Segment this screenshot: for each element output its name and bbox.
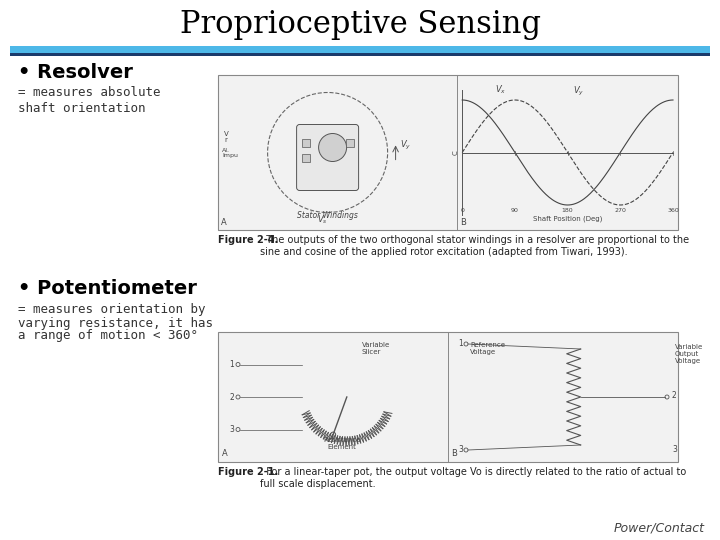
Text: For a linear-taper pot, the output voltage Vo is directly related to the ratio o: For a linear-taper pot, the output volta…: [260, 467, 686, 489]
Text: 3: 3: [672, 446, 677, 455]
Text: 1: 1: [229, 360, 234, 369]
Text: $V_s$: $V_s$: [318, 213, 328, 226]
Bar: [10, 53, 710, 56]
Text: Reference
Voltage: Reference Voltage: [470, 342, 505, 355]
Text: 2: 2: [672, 390, 677, 400]
Text: Variable
Output
Voltage: Variable Output Voltage: [675, 344, 703, 364]
Text: • Potentiometer: • Potentiometer: [18, 279, 197, 298]
Text: Figure 2-1.: Figure 2-1.: [218, 467, 278, 477]
Text: Variable
Slicer: Variable Slicer: [362, 342, 390, 355]
Text: a range of motion < 360°: a range of motion < 360°: [18, 329, 198, 342]
Text: 0: 0: [460, 208, 464, 213]
Bar: [302, 138, 310, 146]
Text: 180: 180: [562, 208, 573, 213]
Text: Proprioceptive Sensing: Proprioceptive Sensing: [179, 9, 541, 39]
Text: = measures orientation by: = measures orientation by: [18, 303, 205, 316]
Text: Power/Contact: Power/Contact: [614, 522, 705, 535]
Text: = measures absolute: = measures absolute: [18, 86, 161, 99]
Text: 270: 270: [614, 208, 626, 213]
Text: $V_y$: $V_y$: [400, 139, 411, 152]
Bar: [218, 75, 678, 230]
Text: V
r: V r: [224, 131, 229, 144]
Text: Resistance
Element: Resistance Element: [323, 437, 361, 450]
Text: The outputs of the two orthogonal stator windings in a resolver are proportional: The outputs of the two orthogonal stator…: [260, 235, 689, 256]
Text: shaft orientation: shaft orientation: [18, 102, 145, 114]
Text: B: B: [460, 218, 466, 227]
Text: C: C: [452, 150, 458, 155]
Text: B: B: [451, 449, 457, 458]
Bar: [218, 332, 678, 462]
Text: 3: 3: [458, 446, 463, 455]
Text: varying resistance, it has: varying resistance, it has: [18, 316, 213, 329]
Text: 90: 90: [511, 208, 519, 213]
Text: A: A: [221, 218, 227, 227]
Bar: [346, 138, 354, 146]
Text: A: A: [222, 449, 228, 458]
Circle shape: [319, 133, 346, 161]
Bar: [10, 46, 710, 53]
Text: Stator Windings: Stator Windings: [297, 211, 358, 220]
Text: Figure 2-4.: Figure 2-4.: [218, 235, 278, 245]
Text: • Resolver: • Resolver: [18, 64, 133, 83]
Text: Al.
Impu: Al. Impu: [222, 148, 238, 159]
Text: 1: 1: [458, 340, 463, 348]
FancyBboxPatch shape: [297, 125, 359, 191]
Text: 2: 2: [229, 393, 234, 402]
Text: $V_x$: $V_x$: [495, 84, 505, 97]
Text: Shaft Position (Deg): Shaft Position (Deg): [533, 216, 603, 222]
Bar: [302, 153, 310, 161]
Text: 3: 3: [229, 425, 234, 434]
Text: 360: 360: [667, 208, 679, 213]
Text: $V_y$: $V_y$: [572, 84, 584, 98]
